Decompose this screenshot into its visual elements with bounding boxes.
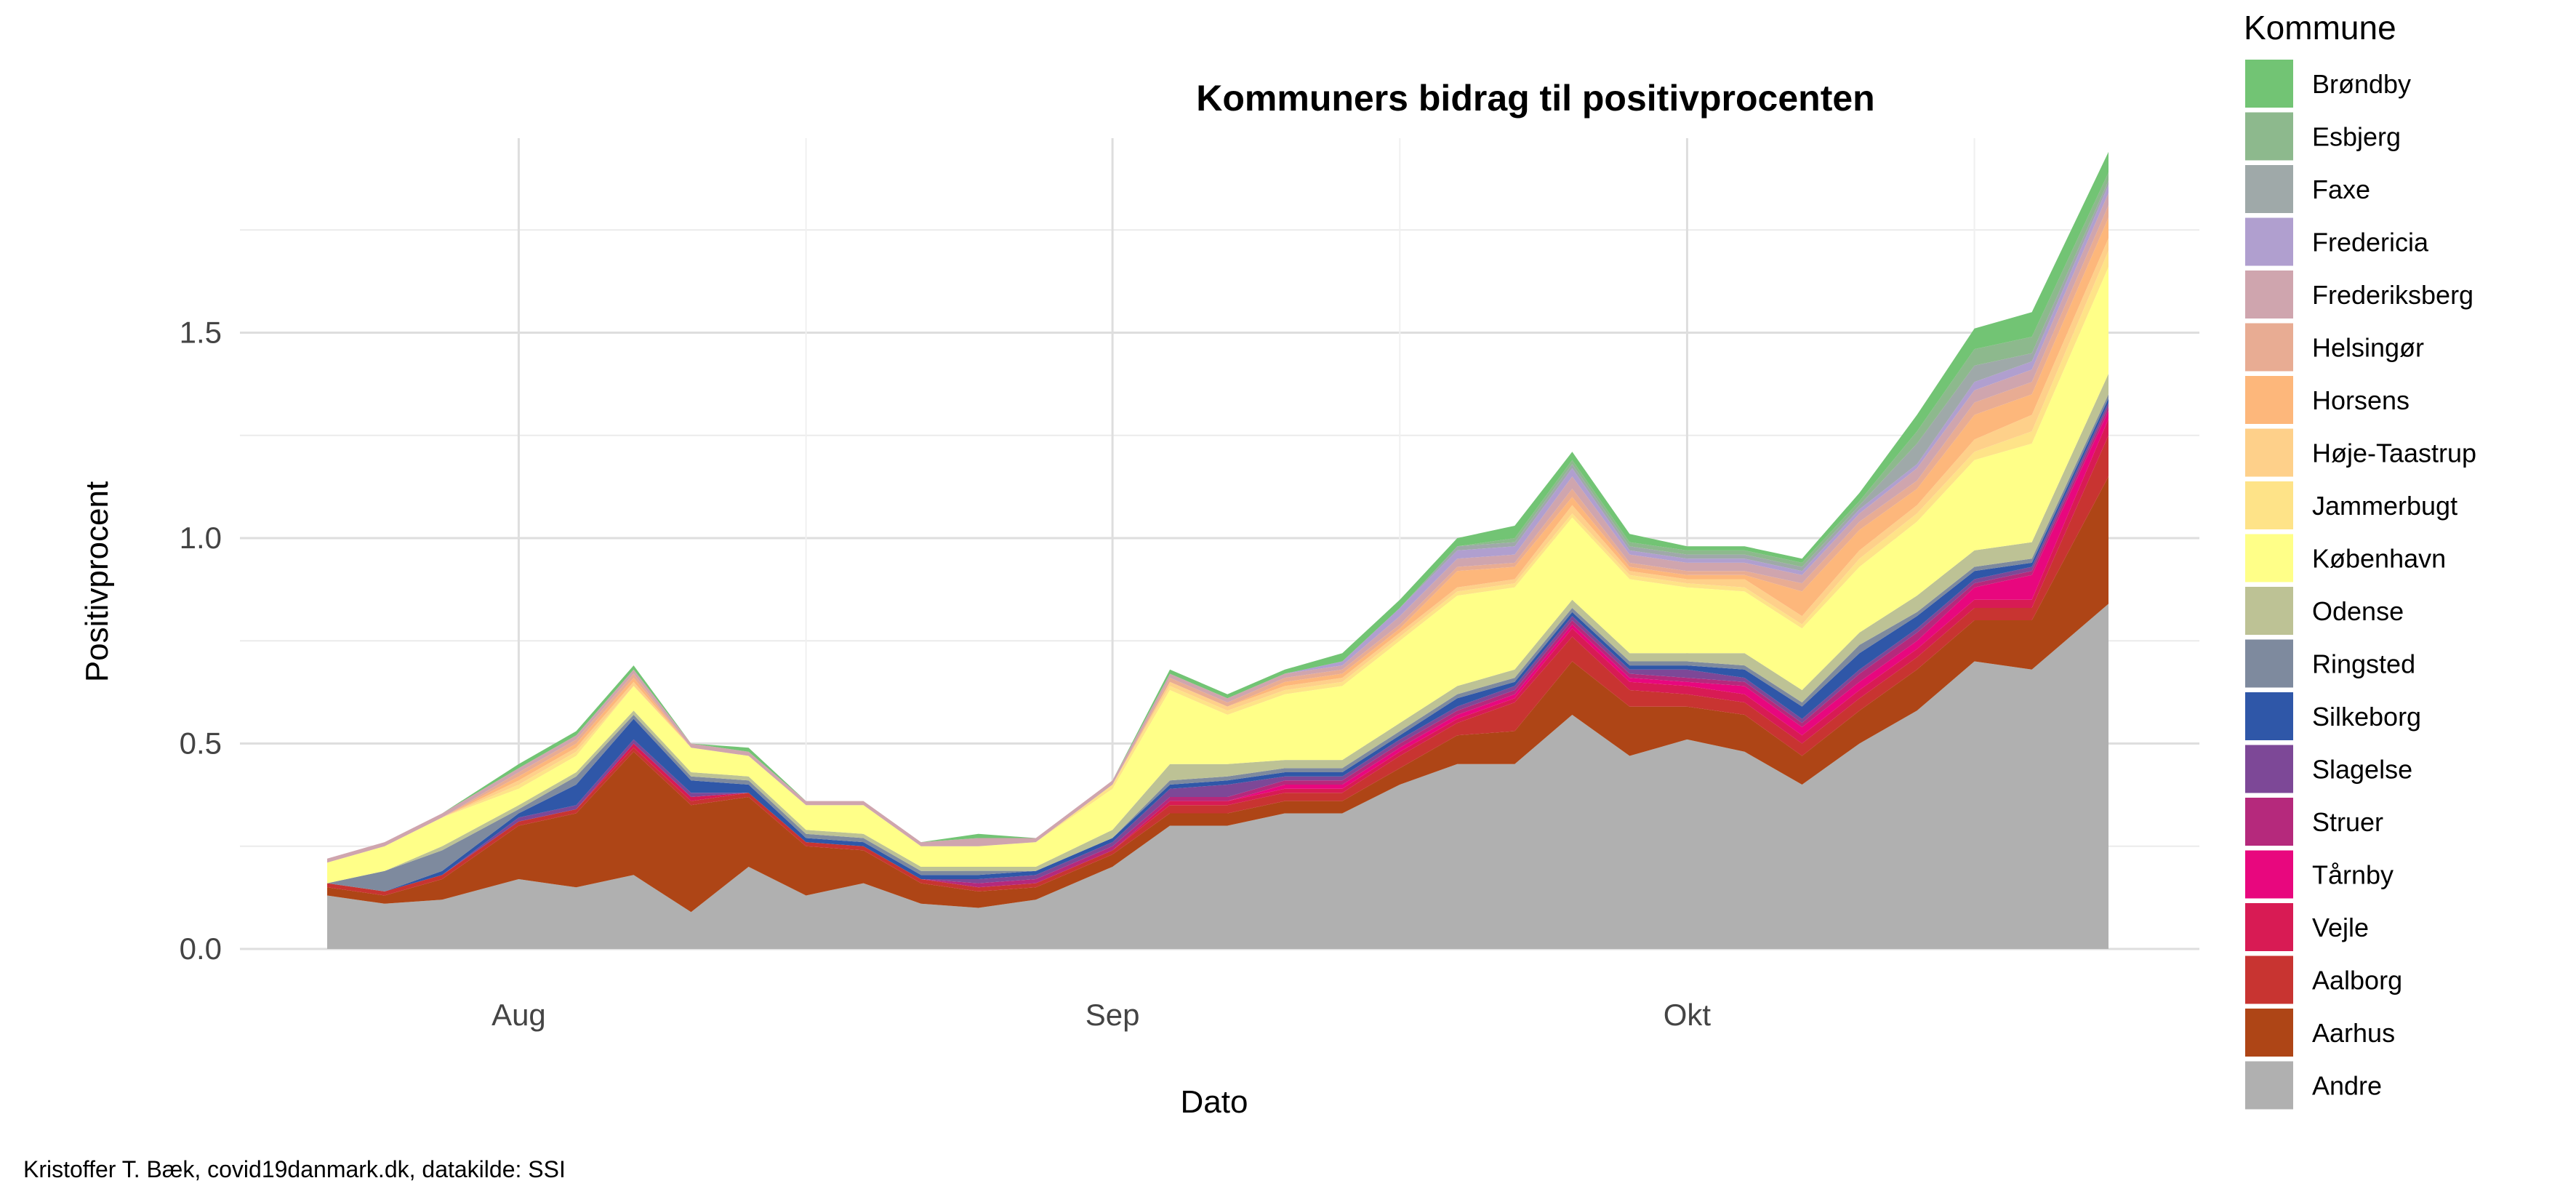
legend-swatch-aarhus	[2245, 1009, 2293, 1057]
legend-swatch-jammerbugt	[2245, 481, 2293, 529]
legend-label-vejle: Vejle	[2312, 913, 2369, 942]
x-axis-label: Dato	[1181, 1084, 1248, 1120]
legend-label-horsens: Horsens	[2312, 385, 2410, 415]
y-tick-label: 0.0	[180, 931, 222, 966]
x-tick-label: Aug	[491, 998, 546, 1032]
legend-label-tarnby: Tårnby	[2312, 860, 2394, 890]
y-tick-label: 1.0	[180, 521, 222, 555]
legend-swatch-silkeborg	[2245, 692, 2293, 740]
x-tick-label: Sep	[1086, 998, 1140, 1032]
legend-label-fredericia: Fredericia	[2312, 228, 2429, 257]
legend-label-frederiksberg: Frederiksberg	[2312, 280, 2473, 310]
legend-swatch-slagelse	[2245, 745, 2293, 793]
legend-swatch-faxe	[2245, 165, 2293, 213]
legend-swatch-hoje-taastrup	[2245, 428, 2293, 477]
legend-swatch-fredericia	[2245, 217, 2293, 266]
legend-label-faxe: Faxe	[2312, 175, 2370, 204]
area-kobenhavn	[327, 267, 2108, 884]
legend-label-slagelse: Slagelse	[2312, 755, 2412, 785]
area-slagelse	[327, 402, 2108, 892]
legend-swatch-kobenhavn	[2245, 534, 2293, 582]
legend-swatch-helsingor	[2245, 323, 2293, 372]
y-axis-label: Positivprocent	[79, 481, 115, 682]
x-axis-ticks: Aug Sep Okt	[491, 998, 1711, 1032]
source-caption: Kristoffer T. Bæk, covid19danmark.dk, da…	[23, 1156, 566, 1182]
legend-swatch-aalborg	[2245, 955, 2293, 1004]
legend-swatch-odense	[2245, 587, 2293, 635]
chart-title: Kommuners bidrag til positivprocenten	[1196, 78, 1874, 119]
legend-label-aarhus: Aarhus	[2312, 1018, 2395, 1048]
legend-label-helsingor: Helsingør	[2312, 333, 2424, 363]
legend-label-struer: Struer	[2312, 807, 2383, 837]
legend-swatch-ringsted	[2245, 639, 2293, 688]
legend-swatch-tarnby	[2245, 850, 2293, 899]
legend-title: Kommune	[2244, 9, 2396, 47]
legend-label-brondby: Brøndby	[2312, 69, 2411, 99]
legend-swatch-vejle	[2245, 903, 2293, 951]
legend-swatch-frederiksberg	[2245, 271, 2293, 318]
legend-label-odense: Odense	[2312, 596, 2404, 626]
legend-label-silkeborg: Silkeborg	[2312, 702, 2421, 732]
area-aarhus	[327, 476, 2108, 913]
legend-label-andre: Andre	[2312, 1071, 2382, 1101]
legend-swatch-horsens	[2245, 376, 2293, 424]
area-andre	[327, 604, 2108, 949]
legend-label-hoje-taastrup: Høje-Taastrup	[2312, 438, 2476, 468]
legend-label-esbjerg: Esbjerg	[2312, 122, 2401, 152]
legend: Kommune Brøndby Esbjerg Faxe Fredericia Fred…	[2244, 9, 2476, 1110]
legend-swatch-esbjerg	[2245, 112, 2293, 161]
legend-label-aalborg: Aalborg	[2312, 966, 2402, 995]
legend-label-jammerbugt: Jammerbugt	[2312, 491, 2457, 521]
legend-swatch-struer	[2245, 798, 2293, 846]
legend-swatch-brondby	[2245, 60, 2293, 108]
y-tick-label: 1.5	[180, 316, 222, 350]
legend-label-ringsted: Ringsted	[2312, 649, 2415, 679]
stacked-areas	[327, 151, 2108, 949]
legend-label-kobenhavn: København	[2312, 544, 2446, 574]
x-tick-label: Okt	[1664, 998, 1712, 1032]
legend-swatch-andre	[2245, 1061, 2293, 1110]
y-tick-label: 0.5	[180, 726, 222, 761]
y-axis-ticks: 0.0 0.5 1.0 1.5	[180, 316, 222, 966]
